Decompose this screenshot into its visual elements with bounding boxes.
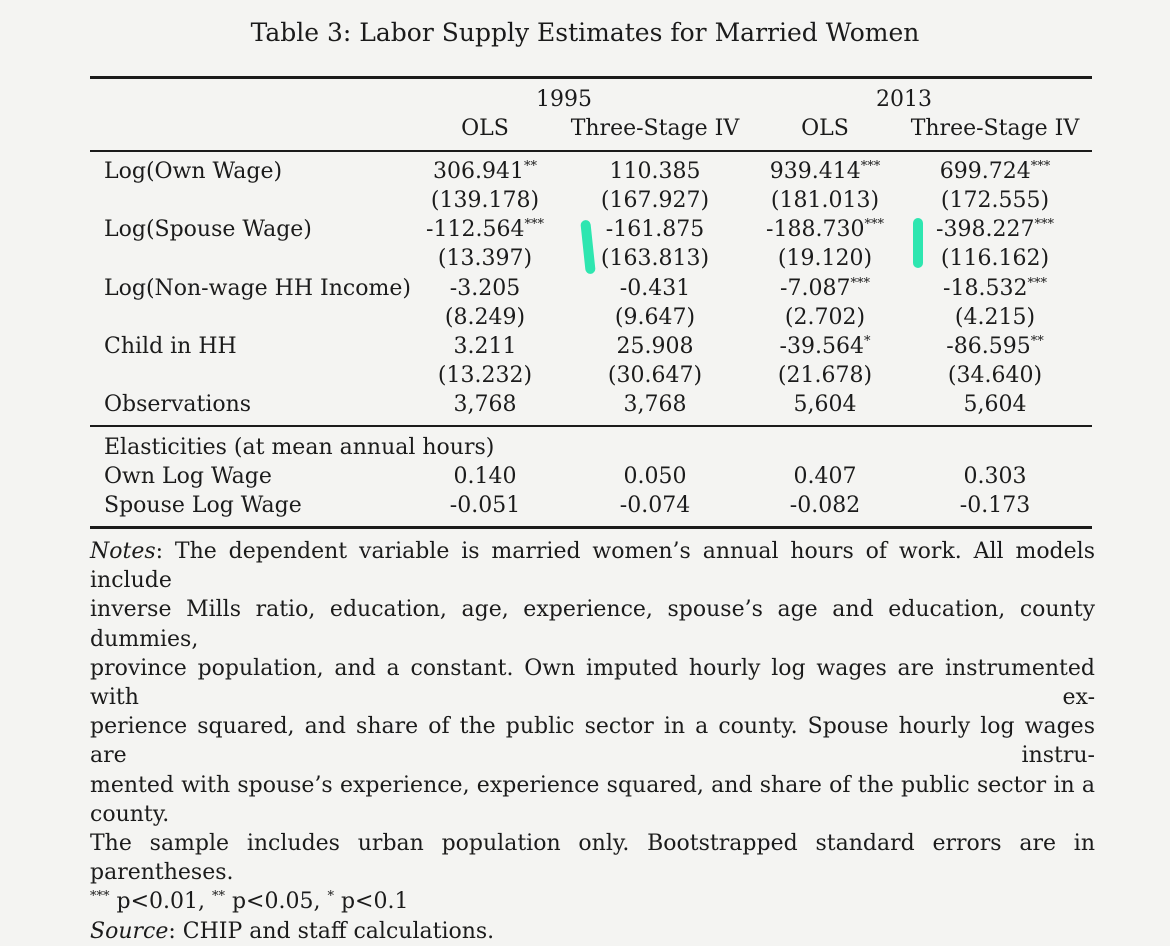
elasticity-cell: 0.050 [623, 464, 687, 489]
coefficient-cell: -0.431 [619, 276, 691, 301]
column-header: OLS [801, 116, 849, 141]
coefficient-cell: -161.875 [605, 217, 705, 242]
source-label: Source [90, 918, 169, 944]
coefficient-cell: -39.564* [779, 334, 871, 359]
coefficient-cell: -112.564*** [426, 217, 544, 242]
observations-cell: 3,768 [453, 392, 517, 417]
coefficient-cell: -3.205 [449, 276, 521, 301]
coefficient-cell: -188.730*** [766, 217, 884, 242]
notes-line: perience squared, and share of the publi… [90, 714, 1095, 769]
coefficient-cell: 110.385 [609, 159, 701, 184]
highlighter-mark [913, 218, 923, 268]
std-error-cell: (9.647) [614, 305, 696, 330]
coefficient-cell: -86.595** [946, 334, 1044, 359]
observations-cell: 3,768 [623, 392, 687, 417]
table-title: Table 3: Labor Supply Estimates for Marr… [250, 18, 920, 47]
std-error-cell: (21.678) [777, 363, 873, 388]
notes-line: Notes: The dependent variable is married… [90, 539, 1095, 594]
group-header-2013: 2013 [876, 87, 932, 112]
elasticity-cell: -0.051 [449, 493, 521, 518]
row-label: Child in HH [104, 334, 237, 359]
row-label: Spouse Log Wage [104, 493, 302, 518]
header-rule [90, 150, 1092, 152]
elasticities-heading: Elasticities (at mean annual hours) [104, 435, 495, 460]
column-header: Three-Stage IV [570, 116, 740, 141]
observations-label: Observations [104, 392, 252, 417]
elasticity-cell: 0.140 [453, 464, 517, 489]
notes-line: inverse Mills ratio, education, age, exp… [90, 597, 1095, 652]
observations-cell: 5,604 [963, 392, 1027, 417]
row-label: Log(Own Wage) [104, 159, 283, 184]
notes-label: Notes [90, 539, 156, 564]
row-label: Log(Non-wage HH Income) [104, 276, 411, 301]
elasticity-cell: -0.082 [789, 493, 861, 518]
elasticity-cell: -0.173 [959, 493, 1031, 518]
mid-rule [90, 425, 1092, 427]
std-error-cell: (4.215) [954, 305, 1036, 330]
significance-legend: *** p<0.01, ** p<0.05, * p<0.1 [90, 889, 409, 915]
notes-line: mented with spouse’s experience, experie… [90, 772, 1095, 827]
std-error-cell: (13.397) [437, 246, 533, 271]
column-header: OLS [461, 116, 509, 141]
elasticity-cell: 0.303 [963, 464, 1027, 489]
std-error-cell: (30.647) [607, 363, 703, 388]
coefficient-cell: -18.532*** [943, 276, 1047, 301]
coefficient-cell: 3.211 [453, 334, 517, 359]
coefficient-cell: 939.414*** [769, 159, 881, 184]
std-error-cell: (181.013) [770, 188, 880, 213]
table-notes: Notes: The dependent variable is married… [90, 537, 1095, 946]
std-error-cell: (172.555) [940, 188, 1050, 213]
group-header-1995: 1995 [536, 87, 592, 112]
elasticity-cell: 0.407 [793, 464, 857, 489]
coefficient-cell: -7.087*** [780, 276, 870, 301]
std-error-cell: (139.178) [430, 188, 540, 213]
notes-line: The sample includes urban population onl… [90, 831, 1095, 886]
std-error-cell: (19.120) [777, 246, 873, 271]
std-error-cell: (8.249) [444, 305, 526, 330]
column-header: Three-Stage IV [910, 116, 1080, 141]
std-error-cell: (13.232) [437, 363, 533, 388]
std-error-cell: (163.813) [600, 246, 710, 271]
std-error-cell: (34.640) [947, 363, 1043, 388]
coefficient-cell: 25.908 [616, 334, 694, 359]
std-error-cell: (2.702) [784, 305, 866, 330]
coefficient-cell: 306.941** [433, 159, 537, 184]
coefficient-cell: -398.227*** [936, 217, 1054, 242]
document-page: Table 3: Labor Supply Estimates for Marr… [90, 18, 1095, 944]
std-error-cell: (167.927) [600, 188, 710, 213]
bottom-rule [90, 526, 1092, 529]
source-line: Source: CHIP and staff calculations. [90, 918, 495, 944]
observations-cell: 5,604 [793, 392, 857, 417]
notes-line: province population, and a constant. Own… [90, 655, 1095, 711]
top-rule [90, 76, 1092, 79]
coefficient-cell: 699.724*** [939, 159, 1051, 184]
std-error-cell: (116.162) [940, 246, 1050, 271]
row-label: Own Log Wage [104, 464, 272, 489]
elasticity-cell: -0.074 [619, 493, 691, 518]
row-label: Log(Spouse Wage) [104, 217, 312, 242]
